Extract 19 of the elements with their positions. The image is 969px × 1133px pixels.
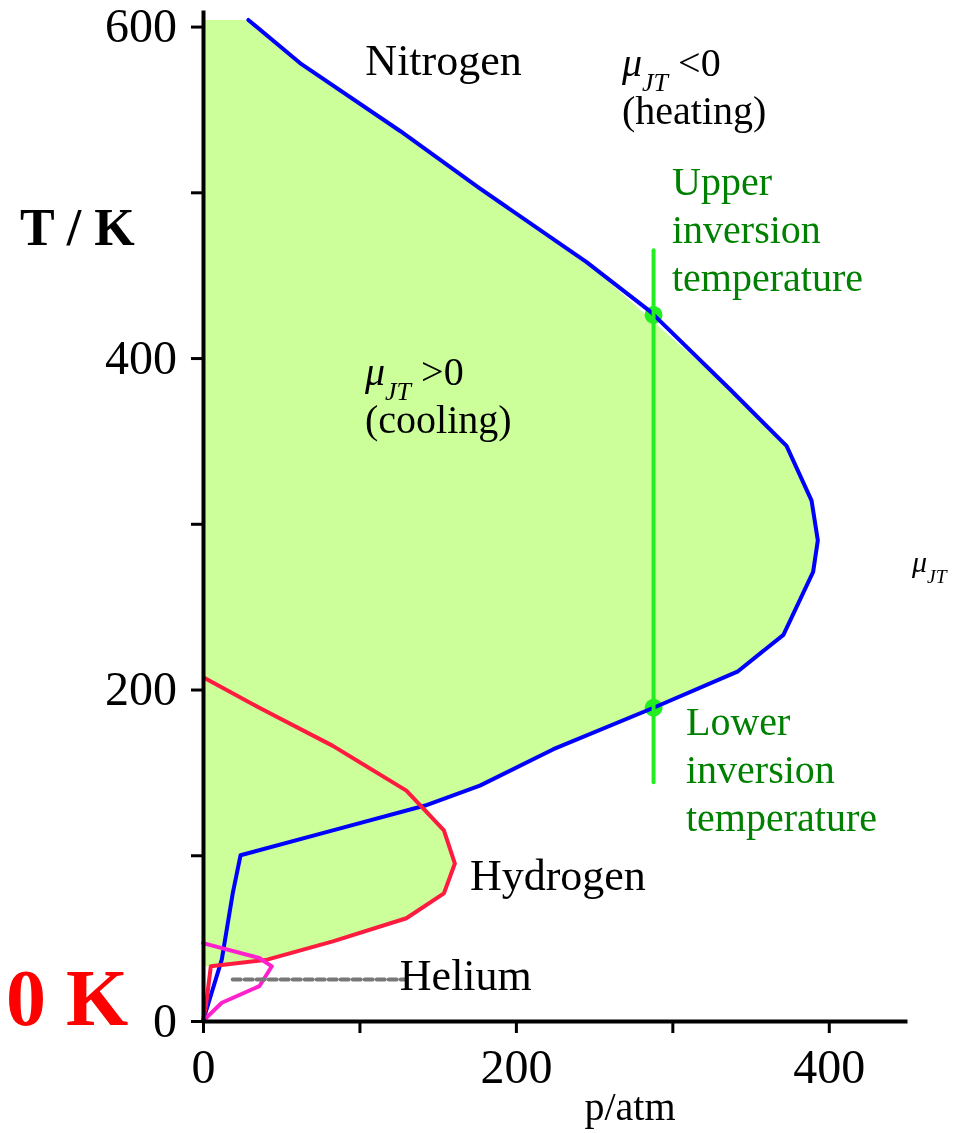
- x-tick-label: 0: [191, 1040, 216, 1094]
- text: Helium: [399, 951, 532, 1001]
- line-series: [201, 941, 274, 1023]
- text: 0 K: [6, 954, 129, 1042]
- annotation: μ$_{JT}$<0 (heating): [621, 40, 767, 133]
- annotation: Upper inversion temperature: [672, 159, 863, 300]
- y-tick-label: 200: [105, 662, 177, 716]
- annotation: μ$_{JT}$>0 (cooling): [364, 349, 512, 442]
- text: μ$_{JT}$: [911, 545, 948, 587]
- series-label: Nitrogen: [365, 35, 522, 85]
- y-axis-title: T / K: [20, 199, 136, 256]
- y-tick-label: 600: [105, 0, 177, 53]
- y-tick-label: 400: [105, 330, 177, 384]
- x-tick-label: 200: [480, 1040, 553, 1094]
- x-axis-title: p/atm: [584, 1084, 676, 1129]
- series-label: Hydrogen: [469, 850, 646, 900]
- annotation: Lower inversion temperature: [686, 699, 877, 840]
- y-tick-label: 0: [153, 993, 177, 1047]
- x-tick-label: 400: [793, 1040, 866, 1094]
